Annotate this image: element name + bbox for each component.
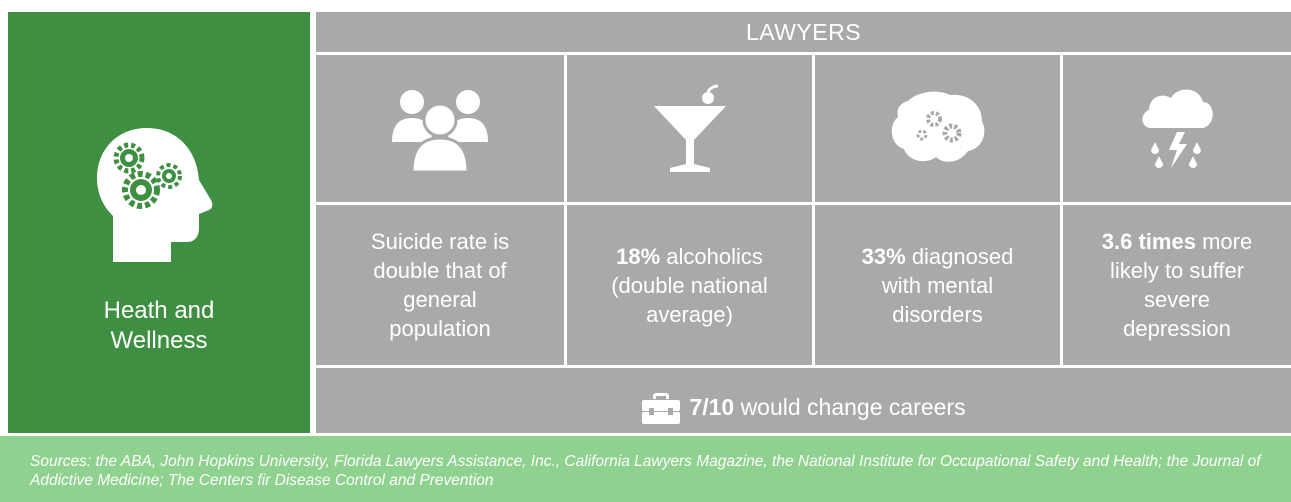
stat-text-body: diagnosed with mental disorders	[881, 243, 1014, 327]
stat-text-body: alcoholics (double national average)	[611, 243, 768, 327]
people-icon	[392, 89, 488, 173]
stat-bold: 33%	[861, 243, 906, 269]
stat-bold: 3.6 times	[1101, 229, 1196, 254]
header: LAWYERS	[316, 12, 1291, 52]
footer-text: 7/10 would change careers	[689, 394, 965, 421]
stat-text: 33% diagnosed with mental disorders	[847, 242, 1028, 329]
stat-bold: 18%	[616, 243, 661, 269]
stat-text: 3.6 times more likely to suffer severe d…	[1089, 227, 1265, 343]
header-title: LAWYERS	[745, 18, 862, 45]
brain-icon	[891, 91, 984, 162]
stat-cell: 3.6 times more likely to suffer severe d…	[1063, 205, 1291, 365]
left-label: Heath and Wellness	[103, 297, 215, 354]
stat-text-body: Suicide rate is double that of general p…	[370, 229, 510, 341]
sources-text: Sources: the ABA, John Hopkins Universit…	[30, 453, 1261, 489]
stat-cell: Suicide rate is double that of general p…	[316, 205, 564, 365]
stat-cell: 33% diagnosed with mental disorders	[815, 205, 1060, 365]
left-panel: Heath and Wellness	[8, 12, 310, 433]
head-icon	[97, 128, 213, 262]
icon-cell	[316, 55, 564, 202]
icon-cell	[567, 55, 812, 202]
footer-stat: 7/10 would change careers	[316, 368, 1291, 433]
briefcase-icon	[642, 392, 681, 424]
stat-cell: 18% alcoholics (double national average)	[567, 205, 812, 365]
footer-bold: 7/10	[689, 394, 735, 420]
icon-cell	[1063, 55, 1291, 202]
stat-text: Suicide rate is double that of general p…	[354, 227, 526, 343]
sources: Sources: the ABA, John Hopkins Universit…	[0, 436, 1291, 502]
stat-text: 18% alcoholics (double national average)	[591, 242, 788, 329]
icon-cell	[815, 55, 1060, 202]
footer-body: would change careers	[740, 394, 966, 420]
storm-icon	[1142, 88, 1213, 168]
cocktail-icon	[653, 84, 726, 172]
stat-text-body: more likely to suffer severe depression	[1109, 229, 1253, 341]
